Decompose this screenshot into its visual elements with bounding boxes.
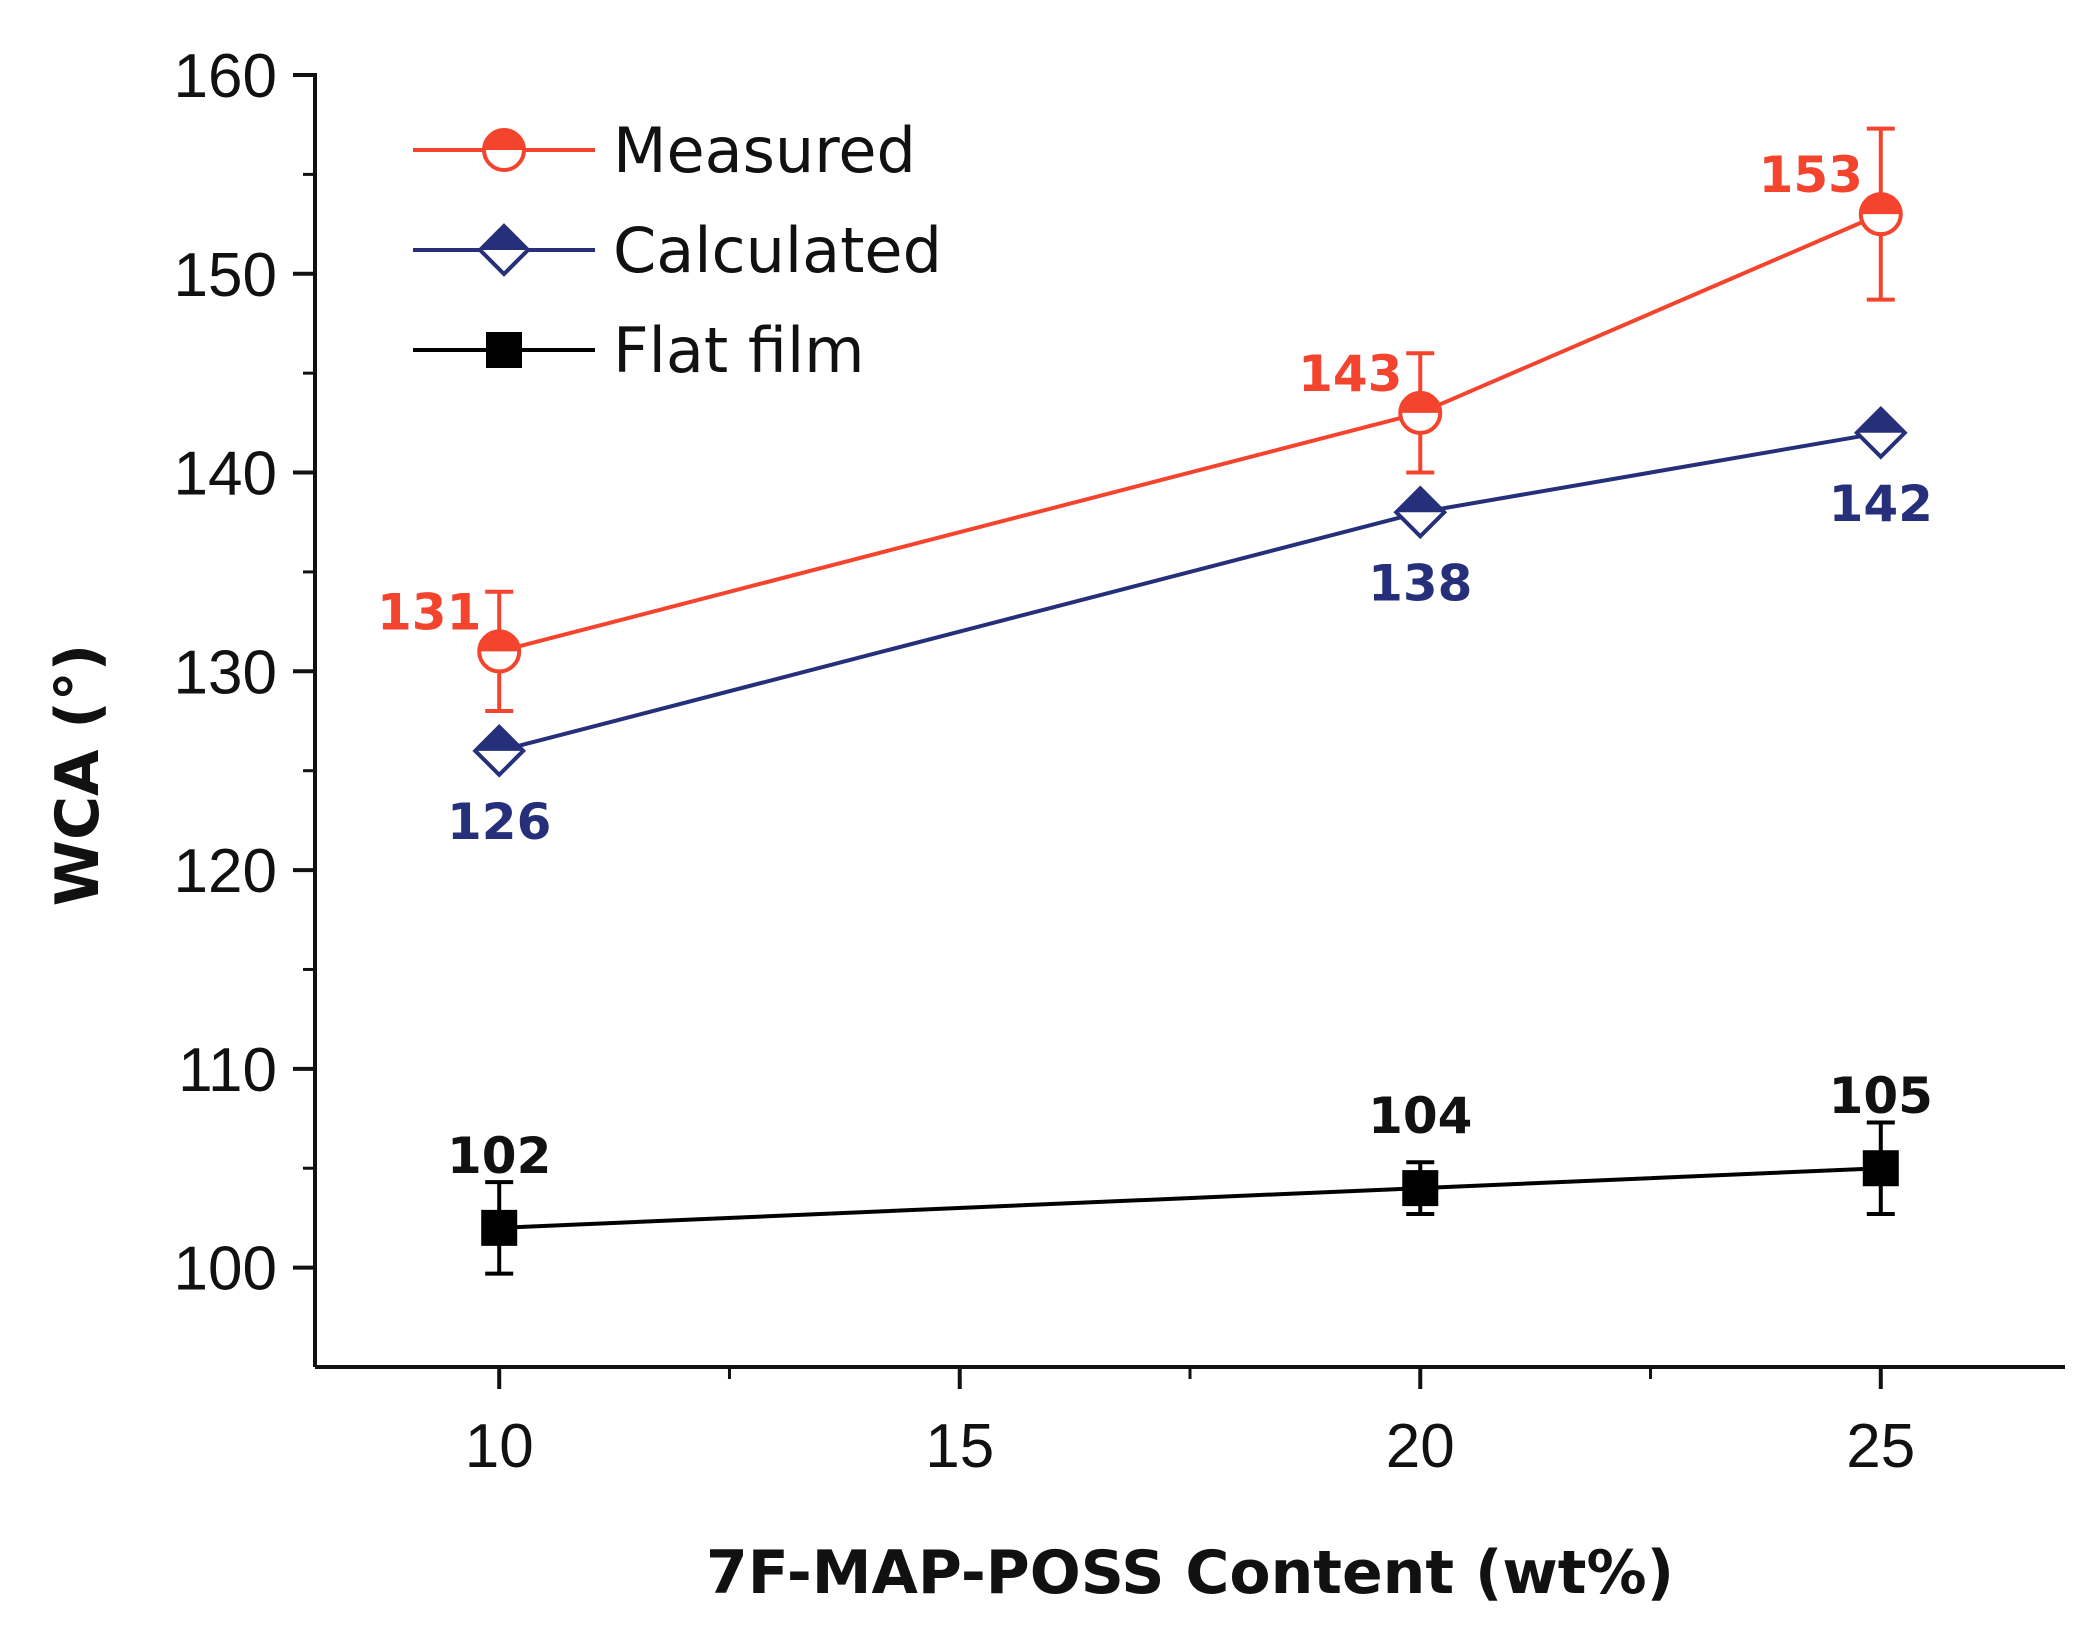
data-point-calculated: [475, 726, 524, 751]
axes: 100 110 120 130 140 150 160 10 15 20 25: [174, 42, 2065, 1481]
legend: Measured Calculated Flat film: [413, 114, 942, 387]
data-point-measured: [479, 631, 520, 652]
data-point-flat-film: [481, 1209, 518, 1246]
data-label-flat-film: 104: [1368, 1087, 1472, 1145]
data-point-flat-film: [1862, 1150, 1899, 1187]
y-axis-title: WCA (°): [43, 644, 113, 906]
data-label-measured: 143: [1298, 345, 1402, 403]
data-label-calculated: 142: [1829, 475, 1933, 533]
y-tick-label: 140: [174, 440, 277, 509]
x-tick-label: 20: [1386, 1412, 1455, 1481]
data-point-measured: [1400, 392, 1441, 413]
x-tick-label: 10: [465, 1412, 534, 1481]
legend-marker-measured: [484, 130, 524, 150]
series-line-flat-film: [499, 1166, 1881, 1230]
data-label-flat-film: 102: [447, 1127, 551, 1185]
legend-label-flat-film: Flat film: [613, 314, 865, 387]
y-tick-label: 130: [174, 638, 277, 707]
x-axis-title: 7F-MAP-POSS Content (wt%): [706, 1538, 1674, 1608]
series-layer: [472, 126, 1908, 1276]
data-label-flat-film: 105: [1829, 1067, 1933, 1125]
y-tick-label: 160: [174, 42, 277, 111]
data-labels: 131 143 153 126 138 142 102 104 105: [377, 146, 1933, 1185]
legend-marker-flat-film: [486, 332, 522, 368]
legend-marker-calculated: [480, 226, 528, 250]
series-line-calculated: [498, 430, 1882, 753]
data-point-flat-film: [1402, 1170, 1439, 1207]
x-tick-label: 15: [925, 1412, 994, 1481]
y-tick-label: 110: [178, 1036, 277, 1105]
data-point-calculated: [1856, 408, 1905, 433]
data-label-measured: 131: [377, 583, 481, 641]
legend-label-calculated: Calculated: [613, 214, 942, 287]
y-tick-label: 150: [174, 241, 277, 310]
x-tick-label: 25: [1846, 1412, 1915, 1481]
y-tick-label: 120: [174, 837, 277, 906]
data-point-measured: [1860, 194, 1901, 215]
data-label-measured: 153: [1759, 146, 1863, 204]
data-label-calculated: 138: [1368, 554, 1472, 612]
legend-label-measured: Measured: [613, 114, 916, 187]
data-label-calculated: 126: [447, 793, 551, 851]
y-tick-label: 100: [174, 1235, 277, 1304]
data-point-calculated: [1396, 488, 1445, 513]
